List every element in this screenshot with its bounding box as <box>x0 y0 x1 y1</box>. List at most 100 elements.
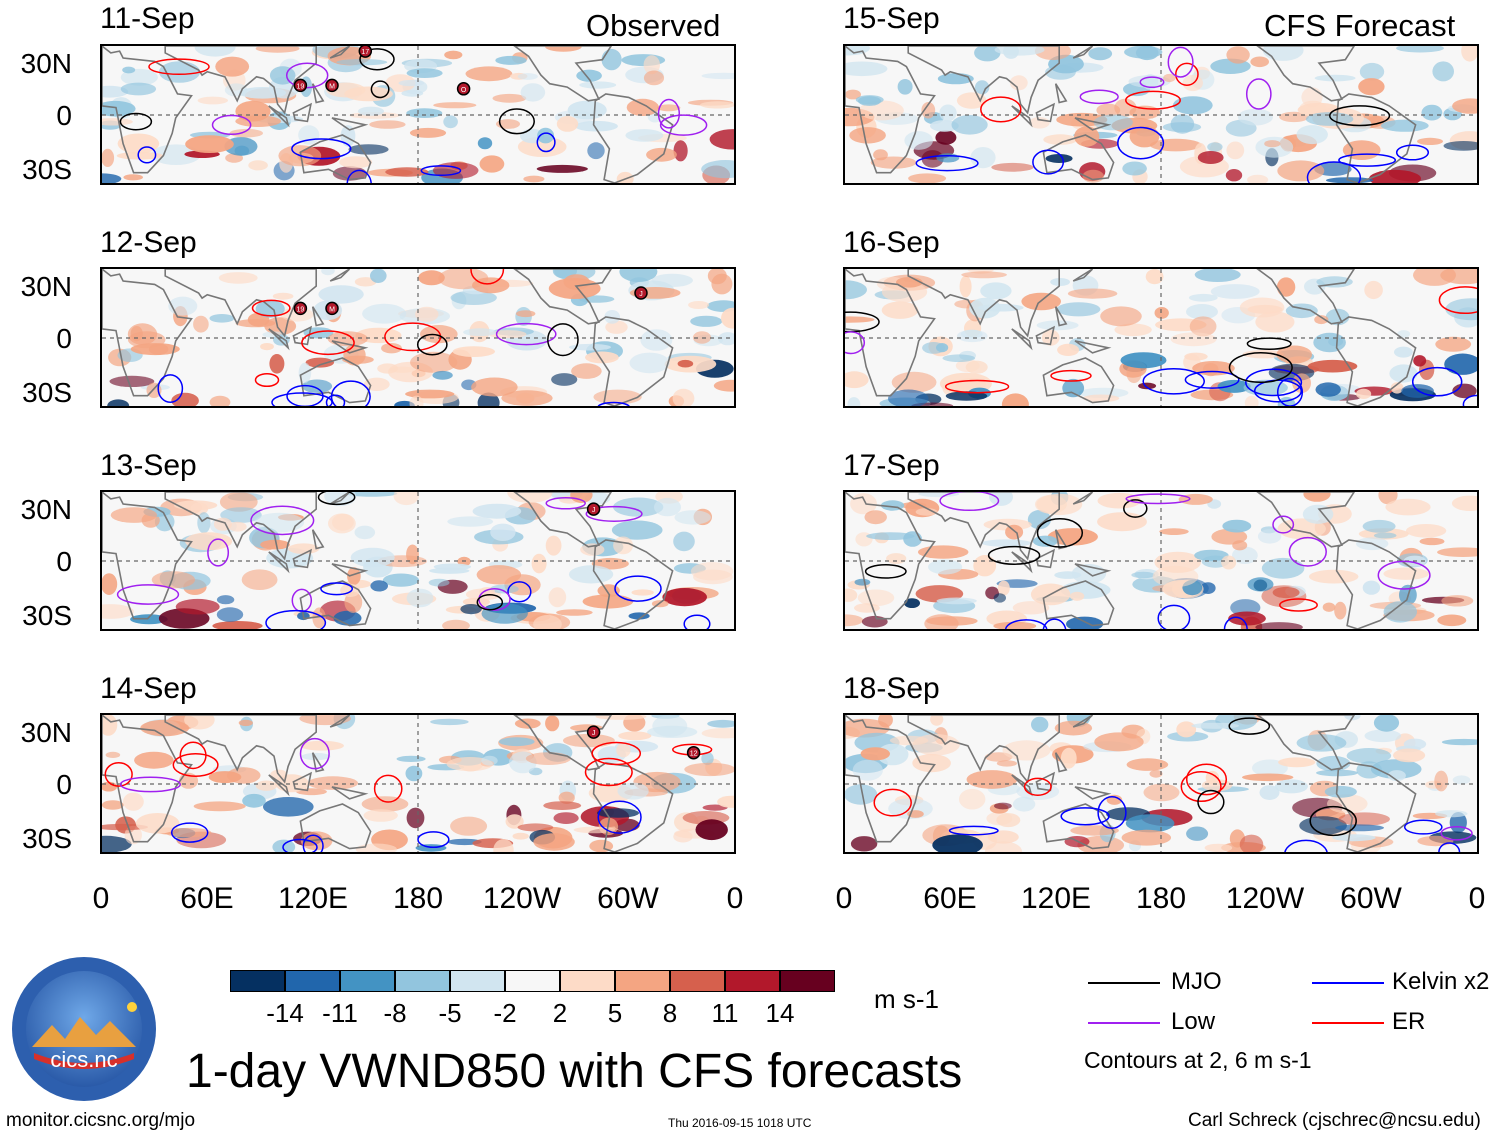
wind-anomaly-blob <box>1385 498 1431 516</box>
anomaly-contour <box>1184 370 1240 389</box>
wind-anomaly-blob <box>299 740 344 751</box>
colorbar-label-5: 5 <box>607 998 623 1028</box>
anomaly-contour <box>980 96 1022 123</box>
wind-anomaly-blob <box>1145 269 1164 285</box>
coastline <box>592 93 674 183</box>
anomaly-contour <box>1050 369 1092 382</box>
legend-low-label: Low <box>1171 1008 1216 1035</box>
xlabel-60e-left: 60E <box>180 882 234 915</box>
wind-anomaly-blob <box>861 615 888 628</box>
wind-anomaly-blob <box>479 155 505 173</box>
map-panel-15-sep <box>843 44 1479 185</box>
anomaly-contour <box>286 384 324 406</box>
wind-anomaly-blob <box>701 728 734 739</box>
coastline <box>311 83 325 104</box>
footer-url[interactable]: monitor.cicsnc.org/mjo <box>6 1110 196 1131</box>
colorbar-cell <box>560 970 615 992</box>
xlabel-0-left: 0 <box>92 882 110 915</box>
coastline <box>311 529 325 550</box>
anomaly-contour <box>1377 560 1431 590</box>
wind-anomaly-blob <box>1232 546 1258 564</box>
legend-er-line <box>1312 1022 1384 1024</box>
ylabel-30n-row2: 30N <box>20 271 72 302</box>
anomaly-contour <box>1440 825 1473 841</box>
wind-anomaly-blob <box>1016 783 1060 800</box>
anomaly-contour <box>591 741 642 766</box>
wind-anomaly-blob <box>569 343 611 351</box>
wind-anomaly-blob <box>460 604 482 615</box>
anomaly-contour <box>584 757 633 787</box>
wind-anomaly-blob <box>495 55 527 65</box>
wind-anomaly-blob <box>1272 586 1300 599</box>
wind-anomaly-blob <box>218 272 258 284</box>
anomaly-contour <box>330 380 371 406</box>
anomaly-contour <box>1395 144 1430 161</box>
wind-anomaly-blob <box>369 120 406 129</box>
wind-anomaly-blob <box>556 116 579 132</box>
wind-anomaly-blob <box>501 390 553 406</box>
wind-anomaly-blob <box>1097 512 1147 532</box>
wind-anomaly-blob <box>674 510 711 525</box>
wind-anomaly-blob <box>328 513 356 534</box>
wind-anomaly-blob <box>618 731 652 741</box>
coastline <box>1072 492 1094 505</box>
storm-marker-icon <box>456 82 471 96</box>
wind-anomaly-blob <box>707 719 734 728</box>
coastline <box>102 269 193 397</box>
wind-anomaly-blob <box>1316 769 1358 777</box>
wind-anomaly-blob <box>1217 379 1251 393</box>
wind-anomaly-blob <box>471 377 518 397</box>
anomaly-contour <box>1309 805 1357 837</box>
map-panel-16-sep <box>843 267 1479 408</box>
logo-text: cics.nc <box>50 1047 117 1072</box>
wind-anomaly-blob <box>1201 779 1233 792</box>
wind-anomaly-blob <box>512 832 529 840</box>
ylabel-30s-row2: 30S <box>22 377 72 408</box>
wind-anomaly-blob <box>974 46 1001 62</box>
wind-anomaly-blob <box>1434 770 1449 792</box>
wind-anomaly-blob <box>462 597 490 607</box>
wind-anomaly-blob <box>1204 843 1233 852</box>
wind-anomaly-blob <box>450 816 488 836</box>
wind-anomaly-blob <box>476 565 522 585</box>
wind-anomaly-blob <box>1276 277 1296 297</box>
wind-anomaly-blob <box>1435 810 1468 818</box>
xlabel-120w-left: 120W <box>482 882 562 915</box>
wind-anomaly-blob <box>924 614 959 629</box>
wind-anomaly-blob <box>219 492 258 512</box>
wind-anomaly-blob <box>406 68 443 78</box>
anomaly-contour <box>1462 394 1477 406</box>
storm-label: 19 <box>297 83 305 90</box>
footer-author[interactable]: Carl Schreck (cjschrec@ncsu.edu) <box>1188 1110 1481 1131</box>
wind-anomaly-blob <box>654 497 681 517</box>
anomaly-contour <box>370 80 390 99</box>
forecast-header: CFS Forecast <box>1264 8 1456 43</box>
wind-anomaly-blob <box>849 127 886 144</box>
anomaly-contour <box>320 582 354 596</box>
storm-marker-icon <box>586 725 601 739</box>
wind-anomaly-blob <box>1322 602 1336 612</box>
wind-anomaly-blob <box>318 285 364 304</box>
wind-anomaly-blob <box>951 115 988 135</box>
wind-anomaly-blob <box>707 269 727 285</box>
wind-anomaly-blob <box>966 770 1018 789</box>
wind-anomaly-blob <box>1315 382 1341 397</box>
anomaly-contour <box>845 331 866 355</box>
wind-anomaly-blob <box>690 315 723 327</box>
storm-marker-icon <box>325 301 339 316</box>
main-title: 1-day VWND850 with CFS forecasts <box>186 1045 963 1098</box>
wind-anomaly-blob <box>1332 834 1376 842</box>
legend-er-label: ER <box>1392 1008 1426 1035</box>
wind-anomaly-blob <box>105 751 121 758</box>
coastline <box>1072 269 1094 282</box>
wind-anomaly-blob <box>1250 56 1269 68</box>
wind-anomaly-blob <box>1441 595 1474 607</box>
anomaly-contour <box>302 834 324 852</box>
wind-anomaly-blob <box>548 587 567 608</box>
wind-anomaly-blob <box>993 593 1006 603</box>
wind-anomaly-blob <box>936 153 960 163</box>
wind-anomaly-blob <box>1314 315 1329 325</box>
wind-anomaly-blob <box>993 621 1037 629</box>
ylabel-30s-row1: 30S <box>22 154 72 185</box>
wind-anomaly-blob <box>845 316 875 323</box>
